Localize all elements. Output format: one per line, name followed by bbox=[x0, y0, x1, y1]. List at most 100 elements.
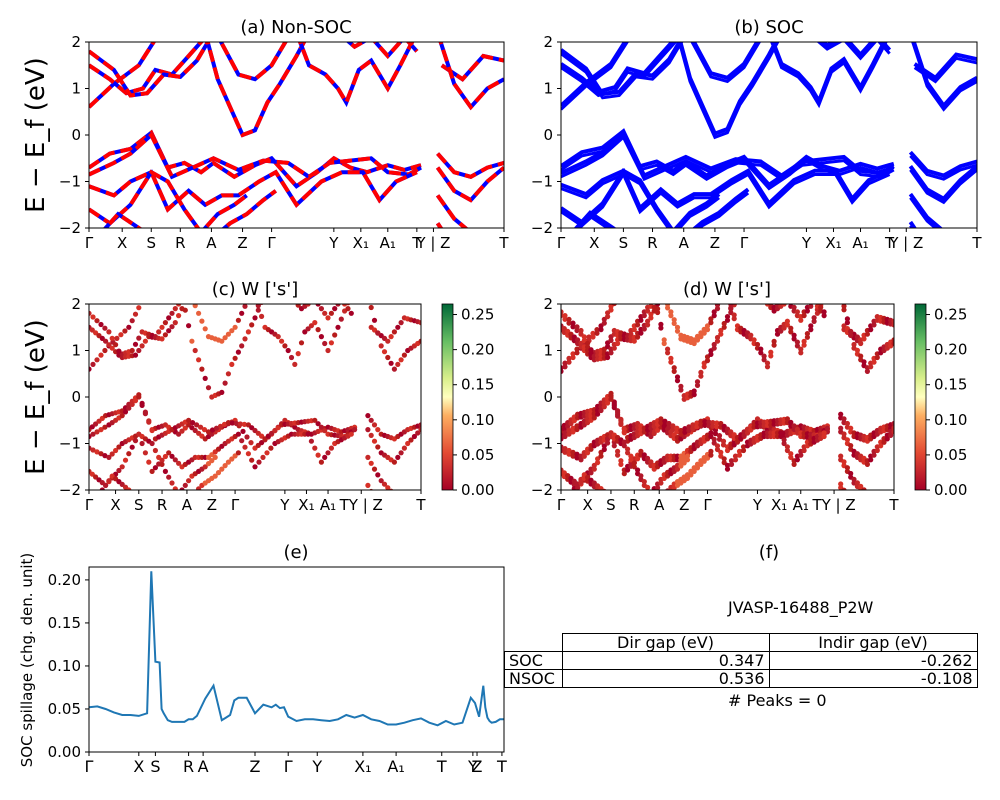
panel-e-ytick-label: 0.20 bbox=[48, 571, 81, 589]
panel-c-point bbox=[189, 295, 194, 300]
panel-d-point bbox=[562, 364, 568, 370]
panel-d-point bbox=[785, 295, 790, 300]
panel-d-point bbox=[621, 471, 627, 477]
panel-c-xtick-label: Γ bbox=[85, 496, 94, 514]
panel-d-point bbox=[662, 298, 667, 303]
panel-c-point bbox=[368, 432, 374, 438]
panel-d-point bbox=[841, 487, 847, 490]
panel-d-point bbox=[615, 413, 621, 419]
panel-d-point bbox=[784, 447, 791, 454]
panel-d-point bbox=[670, 423, 676, 429]
panel-c-point bbox=[229, 328, 235, 334]
panel-c-point bbox=[169, 324, 175, 330]
panel-d-point bbox=[708, 316, 714, 322]
panel-c-point bbox=[182, 307, 188, 313]
panel-d-point bbox=[784, 322, 791, 328]
panel-c-point bbox=[176, 313, 182, 319]
band-soc-split bbox=[909, 154, 977, 181]
ylabel-mid: E − E_f (eV) bbox=[21, 319, 51, 475]
panel-c-point bbox=[102, 347, 108, 354]
table-row: SOC 0.347 -0.262 bbox=[504, 651, 978, 670]
panel-d-point bbox=[628, 453, 634, 459]
panel-d-point bbox=[818, 304, 824, 310]
panel-c-point bbox=[129, 444, 135, 450]
panel-c-point bbox=[189, 338, 195, 344]
panel-d-xtick-label: Z bbox=[679, 496, 689, 514]
panel-c-point bbox=[126, 487, 132, 490]
panel-d-point bbox=[718, 449, 724, 455]
panel-d-point bbox=[791, 423, 797, 429]
panel-b-xtick-label: Γ bbox=[740, 234, 749, 252]
panel-d-point bbox=[635, 467, 641, 473]
panel-d-point bbox=[612, 297, 617, 302]
panel-f-title: (f) bbox=[759, 542, 779, 563]
panel-c-point bbox=[415, 430, 421, 436]
panel-c-point bbox=[222, 463, 228, 469]
panel-c-point bbox=[352, 427, 358, 433]
panel-d-point bbox=[706, 423, 712, 429]
panel-d-point bbox=[708, 351, 714, 357]
panel-c-point bbox=[217, 423, 224, 429]
panel-b-xtick-label: S bbox=[619, 234, 629, 252]
band-soc-split bbox=[770, 42, 888, 109]
panel-d-point bbox=[824, 425, 831, 431]
panel-d-point bbox=[771, 338, 777, 344]
panel-c-point bbox=[94, 357, 100, 363]
panel-c-point bbox=[186, 288, 191, 293]
panel-c-point bbox=[255, 304, 261, 309]
panel-c-point bbox=[129, 318, 135, 324]
panel-d-point bbox=[574, 324, 580, 330]
panel-c-point bbox=[418, 427, 421, 433]
panel-c-point bbox=[255, 307, 261, 313]
panel-c-point bbox=[418, 422, 421, 428]
panel-d-point bbox=[788, 329, 794, 335]
panel-c-point bbox=[89, 366, 92, 372]
panel-d-point bbox=[764, 360, 771, 366]
panel-d-point bbox=[562, 360, 568, 366]
panel-d-point bbox=[841, 416, 847, 422]
panel-c-point bbox=[159, 324, 165, 330]
panel-c-point bbox=[335, 304, 341, 307]
panel-c-point bbox=[318, 459, 324, 465]
panel-c-point bbox=[232, 355, 238, 361]
panel-c-point bbox=[371, 317, 378, 323]
panel-c-point bbox=[244, 434, 250, 440]
panel-d-point bbox=[704, 327, 711, 333]
band-soc bbox=[691, 42, 760, 81]
panel-c-point bbox=[332, 332, 338, 338]
panel-c-point bbox=[116, 348, 122, 354]
panel-d-point bbox=[671, 317, 677, 323]
panel-c-point bbox=[229, 361, 235, 367]
panel-c-point bbox=[146, 459, 152, 465]
panel-d-point bbox=[655, 309, 661, 316]
panel-d-point bbox=[871, 452, 877, 458]
panel-c-point bbox=[365, 292, 370, 297]
panel-d-point bbox=[608, 350, 614, 356]
band-nonsoc bbox=[89, 169, 418, 213]
panel-d-point bbox=[838, 453, 844, 459]
panel-c-point bbox=[142, 338, 148, 344]
panel-c-point bbox=[405, 440, 411, 447]
band-nonsoc bbox=[435, 222, 444, 228]
panel-d-point bbox=[588, 446, 594, 452]
panel-c-point bbox=[109, 345, 115, 351]
panel-c-point bbox=[312, 417, 318, 423]
panel-d-point bbox=[648, 494, 653, 499]
panel-d-point bbox=[761, 357, 767, 363]
panel-d-point bbox=[655, 304, 661, 307]
panel-c-point bbox=[401, 352, 407, 358]
panel-c-point bbox=[391, 459, 397, 465]
panel-c-point bbox=[162, 320, 168, 326]
panel-c-point bbox=[122, 328, 128, 334]
panel-c-point bbox=[219, 338, 225, 344]
panel-a-ytick-label: 0 bbox=[71, 126, 81, 144]
panel-c-point bbox=[152, 447, 158, 454]
panel-d-point bbox=[674, 378, 681, 384]
panel-c-point bbox=[182, 482, 188, 488]
panel-c-point bbox=[166, 450, 172, 456]
panel-e-xtick-label: X bbox=[133, 757, 144, 776]
panel-d-point bbox=[566, 320, 572, 326]
panel-d-point bbox=[658, 294, 663, 299]
panel-d-ytick-label: 1 bbox=[543, 342, 553, 360]
panel-c-point bbox=[242, 336, 248, 342]
